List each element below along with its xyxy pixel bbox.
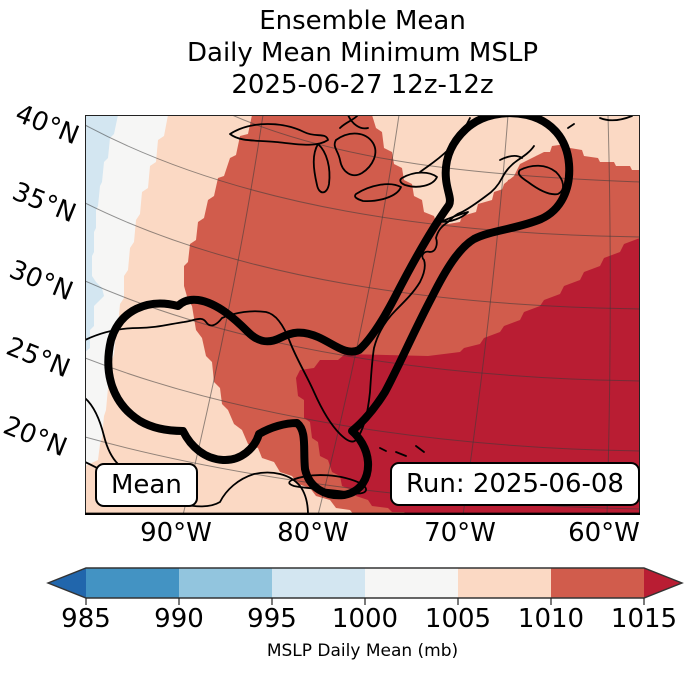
colorbar-caption: MSLP Daily Mean (mb) xyxy=(266,641,459,661)
page-title-line2: Daily Mean Minimum MSLP xyxy=(186,38,538,68)
colorbar-tickmarks xyxy=(85,598,645,605)
mean-badge: Mean xyxy=(95,463,198,507)
cb-tick-1005: 1005 xyxy=(424,604,492,634)
colorbar-seg-1000-1005 xyxy=(365,568,458,598)
colorbar-seg-990-995 xyxy=(179,568,272,598)
contour-outline xyxy=(104,115,574,500)
page-title-line3: 2025-06-27 12z-12z xyxy=(231,70,494,100)
colorbar-seg-995-1000 xyxy=(272,568,365,598)
map-canvas xyxy=(85,115,640,515)
cb-tick-985: 985 xyxy=(61,604,111,634)
field-1005-1010-north xyxy=(372,115,640,224)
colorbar-seg-1010-1015 xyxy=(551,568,644,598)
graticule xyxy=(85,115,640,515)
page-title-line1: Ensemble Mean xyxy=(259,6,466,36)
cb-tick-1015: 1015 xyxy=(610,604,678,634)
colorbar-under-arrow xyxy=(48,568,86,598)
lat-label-20n: 20°N xyxy=(0,410,72,464)
colorbar-seg-985-990 xyxy=(86,568,179,598)
cb-tick-990: 990 xyxy=(154,604,204,634)
field-1010-1015-novascotia xyxy=(500,152,560,198)
lon-label-60w: 60°W xyxy=(568,518,640,548)
colorbar-over-arrow xyxy=(644,568,682,598)
cb-tick-995: 995 xyxy=(247,604,297,634)
cb-tick-1000: 1000 xyxy=(331,604,399,634)
run-badge: Run: 2025-06-08 xyxy=(390,462,640,506)
field-over-1015 xyxy=(296,238,640,515)
lat-label-25n: 25°N xyxy=(1,331,75,385)
lon-label-90w: 90°W xyxy=(140,518,212,548)
lat-label-30n: 30°N xyxy=(4,254,78,308)
lon-label-80w: 80°W xyxy=(277,518,349,548)
cb-tick-1010: 1010 xyxy=(517,604,585,634)
field-1000-1005-west xyxy=(85,115,168,466)
lon-label-70w: 70°W xyxy=(424,518,496,548)
colorbar xyxy=(46,567,684,605)
field-995-1000-west xyxy=(85,115,118,352)
field-1005-1010-west xyxy=(85,115,354,515)
colorbar-seg-1005-1010 xyxy=(458,568,551,598)
lat-label-35n: 35°N xyxy=(7,176,81,230)
lat-label-40n: 40°N xyxy=(10,98,84,152)
